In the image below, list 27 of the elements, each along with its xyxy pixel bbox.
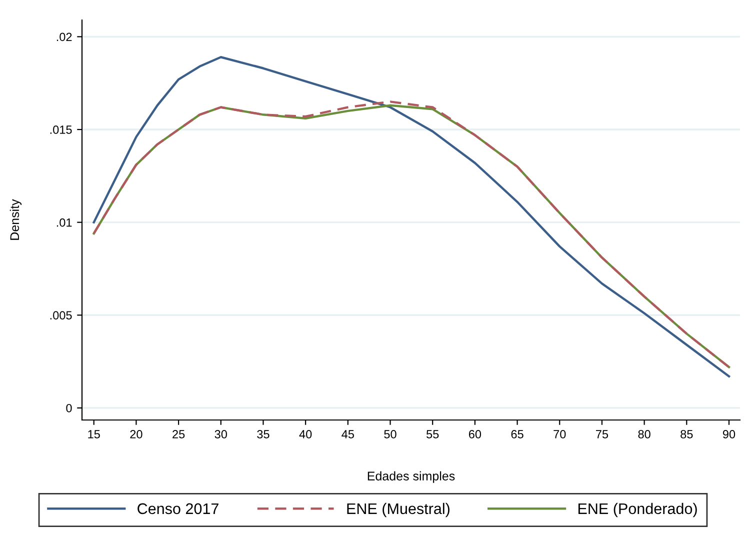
line-series: [92, 56, 730, 378]
y-tick-label: 0: [66, 404, 72, 412]
x-tick-label: 75: [596, 430, 608, 438]
x-axis-title: Edades simples: [368, 471, 455, 483]
x-tick-label: 50: [384, 430, 396, 438]
legend-label: ENE (Ponderado): [578, 502, 697, 518]
x-tick-label: 45: [342, 430, 354, 438]
x-tick-label: 90: [722, 430, 736, 438]
x-tick-label: 65: [511, 430, 524, 438]
y-tick-label: .02: [56, 32, 72, 42]
x-tick-label: 55: [426, 430, 439, 438]
legend-label: Censo 2017: [138, 503, 218, 514]
x-tick-label: 25: [172, 430, 185, 438]
y-tick-label: .005: [50, 311, 72, 320]
x-tick-label: 35: [257, 430, 270, 438]
x-tick-label: 40: [299, 430, 312, 438]
legend-label: ENE (Muestral): [347, 502, 450, 518]
x-tick-label: 70: [554, 430, 566, 438]
y-tick-label: .01: [56, 218, 72, 227]
y-axis-title: Density: [10, 199, 22, 240]
x-tick-label: 20: [130, 430, 142, 438]
x-tick-label: 60: [468, 430, 482, 438]
x-tick-label: 85: [680, 430, 693, 438]
x-tick-label: 30: [214, 430, 227, 438]
y-tick-label: .015: [50, 126, 72, 134]
x-tick-label: 80: [638, 430, 650, 438]
x-tick-label: 15: [88, 430, 100, 438]
